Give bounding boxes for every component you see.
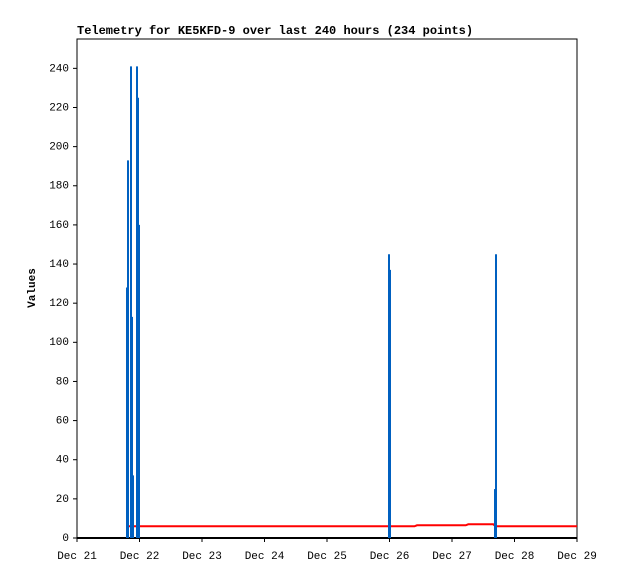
x-tick-label: Dec 22 xyxy=(120,551,160,563)
y-tick-label: 140 xyxy=(49,259,69,271)
y-tick-label: 60 xyxy=(56,415,69,427)
chart-title: Telemetry for KE5KFD-9 over last 240 hou… xyxy=(77,24,473,38)
x-tick-label: Dec 21 xyxy=(57,551,97,563)
plot-frame xyxy=(76,38,578,539)
x-tick-label: Dec 25 xyxy=(307,551,347,563)
series-line xyxy=(127,523,577,528)
x-tick-label: Dec 28 xyxy=(495,551,535,563)
x-tick-label: Dec 24 xyxy=(245,551,285,563)
x-tick-label: Dec 23 xyxy=(182,551,222,563)
x-tick-label: Dec 29 xyxy=(557,551,597,563)
y-tick-label: 100 xyxy=(49,337,69,349)
y-tick-label: 80 xyxy=(56,376,69,388)
y-tick-label: 120 xyxy=(49,298,69,310)
x-tick-label: Dec 27 xyxy=(432,551,472,563)
y-tick-label: 240 xyxy=(49,63,69,75)
y-axis-label: Values xyxy=(27,268,39,308)
y-tick-label: 20 xyxy=(56,494,69,506)
y-tick-label: 180 xyxy=(49,181,69,193)
y-tick-label: 40 xyxy=(56,455,69,467)
y-tick-label: 220 xyxy=(49,102,69,114)
x-tick-label: Dec 26 xyxy=(370,551,410,563)
y-tick-label: 160 xyxy=(49,220,69,232)
y-tick-label: 200 xyxy=(49,142,69,154)
y-tick-label: 0 xyxy=(62,533,69,545)
